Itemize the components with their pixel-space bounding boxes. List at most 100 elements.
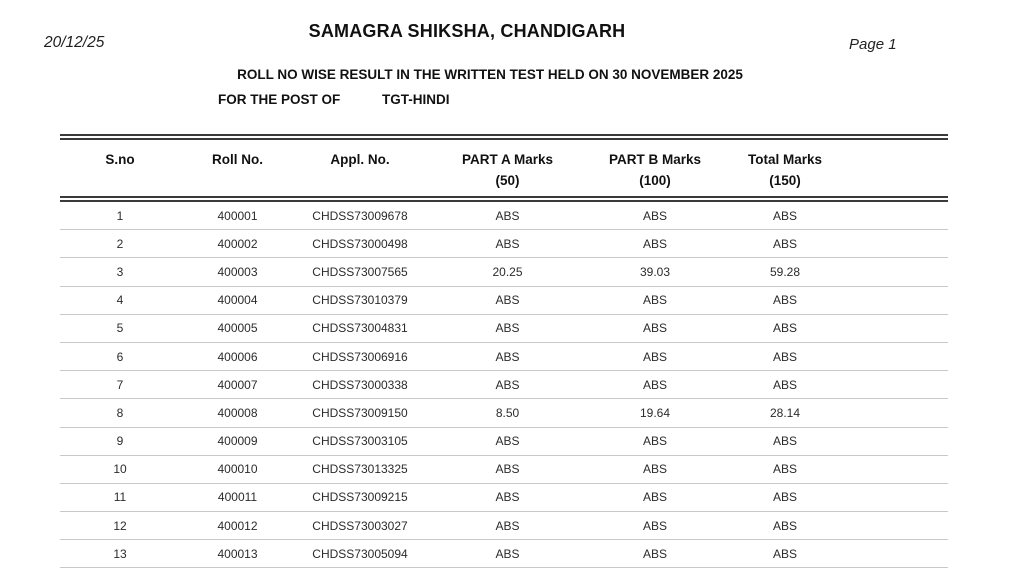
cell-part-b: 19.64 (639, 405, 671, 420)
cell-sno: 10 (113, 462, 127, 477)
title-wrap: SAMAGRA SHIKSHA, CHANDIGARH (0, 21, 934, 42)
cell-part-b: ABS (642, 462, 667, 477)
column-header-roll-no: Roll No. (180, 140, 295, 196)
cell-part-a: ABS (495, 293, 520, 308)
cell-roll-no: 400004 (217, 293, 258, 308)
cell-total: ABS (772, 518, 797, 533)
table-row: 4 400004 CHDSS73010379 ABS ABS ABS (60, 287, 948, 315)
column-header-part-b-marks: PART B Marks (100) (590, 140, 720, 196)
column-header-label: PART A Marks (461, 152, 554, 167)
table-row: 7 400007 CHDSS73000338 ABS ABS ABS (60, 371, 948, 400)
cell-part-b: 39.03 (639, 264, 671, 279)
cell-sno: 3 (116, 264, 124, 279)
cell-roll-no: 400010 (217, 462, 258, 477)
cell-total: ABS (772, 546, 797, 561)
cell-appl-no: CHDSS73009215 (312, 490, 408, 505)
cell-part-b: ABS (642, 321, 667, 336)
table-row: 8 400008 CHDSS73009150 8.50 19.64 28.14 (60, 399, 948, 428)
cell-appl-no: CHDSS73007565 (312, 264, 408, 279)
cell-roll-no: 400002 (217, 236, 258, 251)
cell-total: ABS (772, 377, 797, 392)
table-top-rule (60, 134, 948, 140)
column-header-total-marks: Total Marks (150) (720, 140, 850, 196)
cell-appl-no: CHDSS73013325 (312, 462, 408, 477)
column-header-appl-no: Appl. No. (295, 140, 425, 196)
cell-sno: 5 (116, 321, 124, 336)
cell-part-b: ABS (642, 490, 667, 505)
column-header-label: PART B Marks (608, 152, 702, 167)
cell-sno: 2 (116, 236, 124, 251)
page-number: Page 1 (849, 36, 897, 53)
cell-appl-no: CHDSS73010379 (312, 293, 408, 308)
post-value: TGT-HINDI (382, 92, 450, 107)
cell-part-a: 8.50 (495, 405, 520, 420)
cell-roll-no: 400008 (217, 405, 258, 420)
table-row: 11 400011 CHDSS73009215 ABS ABS ABS (60, 484, 948, 513)
table-row: 1 400001 CHDSS73009678 ABS ABS ABS (60, 202, 948, 231)
cell-part-a: ABS (495, 321, 520, 336)
cell-part-b: ABS (642, 236, 667, 251)
cell-total: ABS (772, 349, 797, 364)
cell-sno: 9 (116, 434, 124, 449)
cell-part-a: ABS (495, 208, 520, 223)
column-header-label: Roll No. (212, 152, 263, 167)
column-header-spacer (850, 140, 948, 196)
cell-appl-no: CHDSS73003105 (312, 434, 408, 449)
cell-part-a: ABS (495, 462, 520, 477)
cell-part-b: ABS (642, 518, 667, 533)
cell-part-a: ABS (495, 349, 520, 364)
table-body: 1 400001 CHDSS73009678 ABS ABS ABS 2 400002 CHDS… (60, 202, 948, 569)
cell-total: ABS (772, 490, 797, 505)
cell-sno: 12 (113, 518, 127, 533)
cell-part-b: ABS (642, 434, 667, 449)
cell-roll-no: 400009 (217, 434, 258, 449)
cell-part-b: ABS (642, 377, 667, 392)
cell-roll-no: 400003 (217, 264, 258, 279)
table-row: 2 400002 CHDSS73000498 ABS ABS ABS (60, 230, 948, 259)
cell-total: ABS (772, 208, 797, 223)
cell-total: ABS (772, 293, 797, 308)
post-line: FOR THE POST OF TGT-HINDI (218, 92, 450, 107)
cell-part-b: ABS (642, 293, 667, 308)
cell-sno: 6 (116, 349, 124, 364)
column-header-sno: S.no (60, 140, 180, 196)
cell-total: 59.28 (769, 264, 801, 279)
cell-appl-no: CHDSS73005094 (312, 546, 408, 561)
cell-total: ABS (772, 321, 797, 336)
cell-sno: 4 (116, 293, 124, 308)
cell-appl-no: CHDSS73000498 (312, 236, 408, 251)
cell-part-a: ABS (495, 518, 520, 533)
cell-part-b: ABS (642, 208, 667, 223)
cell-sno: 1 (116, 208, 124, 223)
cell-appl-no: CHDSS73006916 (312, 349, 408, 364)
cell-part-a: ABS (495, 377, 520, 392)
cell-part-b: ABS (642, 349, 667, 364)
table-header-row: S.no Roll No. Appl. No. PART A Marks (50… (60, 140, 948, 196)
subtitle-wrap: ROLL NO WISE RESULT IN THE WRITTEN TEST … (0, 66, 980, 84)
cell-roll-no: 400001 (217, 208, 258, 223)
table-row: 3 400003 CHDSS73007565 20.25 39.03 59.28 (60, 258, 948, 287)
column-header-label: Total Marks (747, 152, 823, 167)
column-header-label: Appl. No. (330, 152, 390, 167)
cell-part-a: ABS (495, 434, 520, 449)
table-row: 9 400009 CHDSS73003105 ABS ABS ABS (60, 428, 948, 456)
cell-sno: 7 (116, 377, 124, 392)
column-header-max-marks: (150) (769, 173, 801, 188)
cell-part-a: ABS (495, 490, 520, 505)
cell-total: ABS (772, 236, 797, 251)
cell-part-b: ABS (642, 546, 667, 561)
cell-roll-no: 400013 (217, 546, 258, 561)
cell-sno: 8 (116, 405, 124, 420)
page-title: SAMAGRA SHIKSHA, CHANDIGARH (308, 21, 626, 41)
cell-sno: 13 (113, 546, 127, 561)
column-header-part-a-marks: PART A Marks (50) (425, 140, 590, 196)
cell-appl-no: CHDSS73000338 (312, 377, 408, 392)
cell-part-a: ABS (495, 236, 520, 251)
column-header-max-marks: (100) (639, 173, 671, 188)
report-date: 20/12/25 (44, 34, 105, 51)
cell-part-a: 20.25 (492, 264, 523, 279)
table-row: 6 400006 CHDSS73006916 ABS ABS ABS (60, 343, 948, 372)
cell-roll-no: 400011 (217, 490, 258, 505)
cell-appl-no: CHDSS73009678 (312, 208, 408, 223)
